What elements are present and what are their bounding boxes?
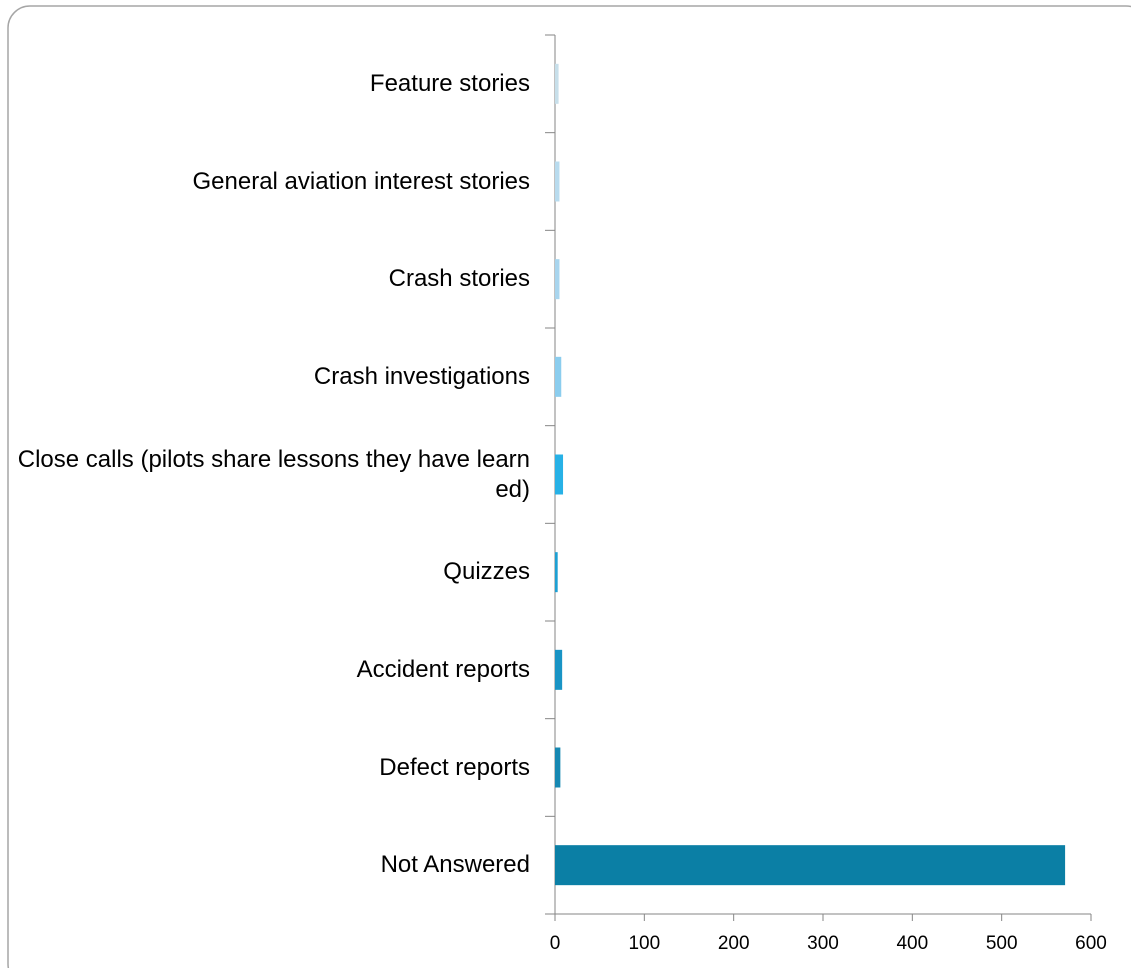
y-tick-label: Crash investigations: [313, 362, 530, 390]
x-tick-label: 400: [896, 933, 928, 954]
bar: [555, 63, 559, 104]
bar: [555, 747, 561, 788]
bar: [555, 845, 1066, 886]
y-tick-label: Crash stories: [388, 265, 530, 293]
y-tick-label: General aviation interest stories: [192, 167, 531, 195]
bar: [555, 161, 560, 202]
bar: [555, 356, 562, 397]
y-tick-label: Accident reports: [356, 655, 530, 683]
bar: [555, 454, 564, 495]
y-tick-label: Close calls (pilots share lessons they h…: [17, 445, 530, 503]
x-tick-label: 200: [718, 933, 750, 954]
bar: [555, 649, 563, 690]
y-tick-label: Quizzes: [443, 558, 530, 586]
x-tick-label: 600: [1075, 933, 1107, 954]
bar: [555, 552, 558, 593]
x-tick-label: 0: [550, 933, 561, 954]
x-tick-label: 500: [986, 933, 1018, 954]
y-tick-label: Feature stories: [369, 69, 530, 97]
frame: [7, 5, 1131, 968]
y-tick-label: Defect reports: [379, 753, 530, 781]
bar: [555, 259, 560, 300]
x-tick-label: 300: [807, 933, 839, 954]
y-tick-label: Not Answered: [380, 851, 530, 879]
x-tick-label: 100: [628, 933, 660, 954]
